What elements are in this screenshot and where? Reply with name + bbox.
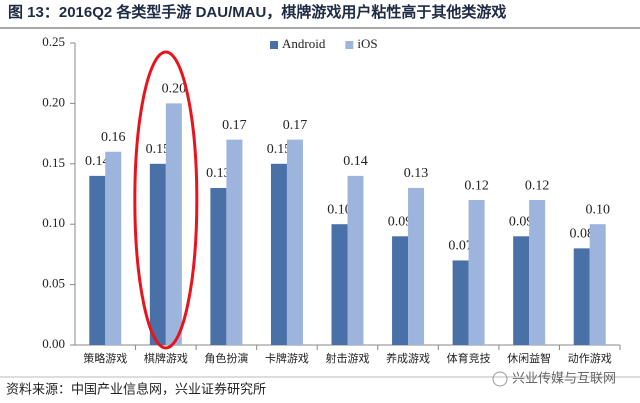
x-tick-label: 休闲益智 xyxy=(507,351,551,365)
value-label: 0.20 xyxy=(162,82,187,97)
value-label: 0.12 xyxy=(464,178,489,193)
bar xyxy=(513,236,530,345)
value-label: 0.09 xyxy=(509,214,534,229)
watermark-icon xyxy=(492,371,508,387)
bar xyxy=(105,151,122,345)
value-label: 0.10 xyxy=(327,202,352,217)
value-label: 0.17 xyxy=(222,118,247,133)
y-tick-label: 0.00 xyxy=(42,336,65,351)
x-tick-label: 养成游戏 xyxy=(386,351,430,365)
value-label: 0.09 xyxy=(388,214,413,229)
value-label: 0.07 xyxy=(448,239,473,254)
bar xyxy=(529,200,546,345)
value-label: 0.14 xyxy=(85,154,110,169)
legend-swatch xyxy=(270,41,278,49)
x-tick-label: 棋牌游戏 xyxy=(144,351,188,365)
x-tick-label: 射击游戏 xyxy=(326,351,370,365)
value-label: 0.15 xyxy=(146,142,171,157)
x-tick-label: 体育竞技 xyxy=(447,351,491,365)
value-label: 0.13 xyxy=(206,166,231,181)
value-label: 0.17 xyxy=(283,118,308,133)
value-label: 0.14 xyxy=(343,154,368,169)
value-label: 0.15 xyxy=(267,142,292,157)
x-tick-label: 动作游戏 xyxy=(568,352,612,365)
bar xyxy=(392,236,409,345)
legend-label: iOS xyxy=(357,36,377,51)
y-tick-label: 0.10 xyxy=(42,215,65,230)
bar xyxy=(165,103,182,346)
bar xyxy=(331,224,348,345)
highlight-ellipse xyxy=(133,50,199,350)
value-label: 0.16 xyxy=(101,130,126,145)
legend-swatch xyxy=(345,41,354,49)
source: 资料来源：中国产业信息网，兴业证券研究所 xyxy=(6,381,266,396)
bar xyxy=(573,248,590,345)
y-tick-label: 0.05 xyxy=(42,276,65,291)
bar xyxy=(89,175,106,345)
value-label: 0.13 xyxy=(404,166,429,181)
legend-label: Android xyxy=(282,36,326,51)
bar xyxy=(270,163,287,345)
y-tick-label: 0.25 xyxy=(42,34,65,49)
bar xyxy=(149,163,166,345)
bar xyxy=(210,187,227,345)
value-label: 0.10 xyxy=(585,202,610,217)
value-label: 0.08 xyxy=(569,227,594,242)
chart-title: 图 13：2016Q2 各类型手游 DAU/MAU，棋牌游戏用户粘性高于其他类游… xyxy=(8,3,506,21)
x-tick-label: 策略游戏 xyxy=(83,351,127,365)
value-label: 0.12 xyxy=(525,178,550,193)
bar xyxy=(286,139,303,345)
x-tick-label: 角色扮演 xyxy=(204,351,248,365)
y-tick-label: 0.20 xyxy=(42,94,65,109)
bar xyxy=(226,139,243,345)
bar xyxy=(452,260,469,345)
bar xyxy=(347,175,364,345)
bar xyxy=(408,187,425,345)
y-tick-label: 0.15 xyxy=(42,155,65,170)
bar xyxy=(589,224,606,345)
watermark: 兴业传媒与互联网 xyxy=(512,370,616,385)
bar xyxy=(468,200,485,345)
x-tick-label: 卡牌游戏 xyxy=(265,351,309,365)
